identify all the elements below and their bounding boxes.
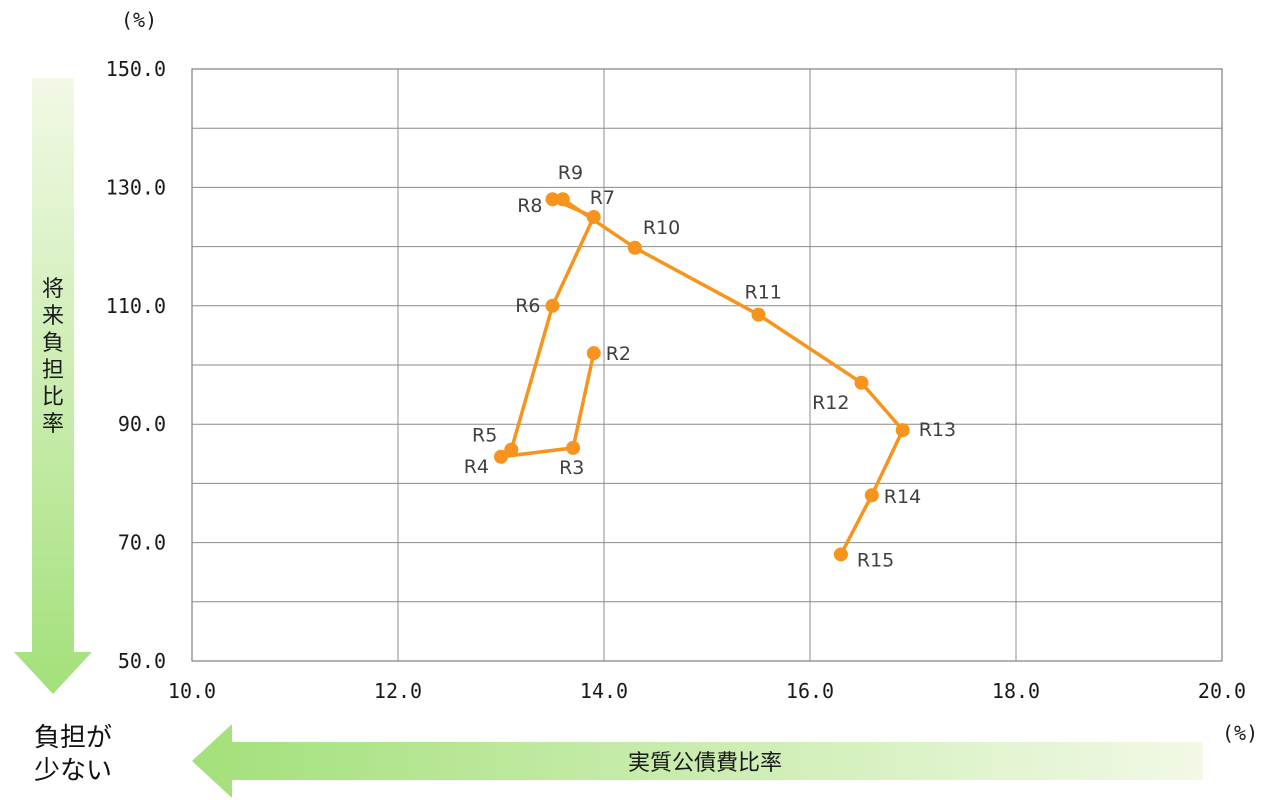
- point-label-r13: R13: [919, 419, 956, 441]
- data-point-r13: [895, 423, 910, 438]
- data-points: [494, 192, 910, 562]
- point-label-r6: R6: [515, 295, 540, 317]
- series-line: [499, 197, 905, 556]
- point-label-r3: R3: [559, 457, 584, 479]
- x-tick-labels: 10.0 12.0 14.0 16.0 18.0 20.0: [168, 679, 1246, 703]
- point-label-r8: R8: [517, 195, 542, 217]
- point-label-r7: R7: [590, 187, 615, 209]
- less-burden-text: 負担が少ない: [34, 723, 112, 786]
- down-arrow-shape: [14, 78, 92, 694]
- grid: [191, 68, 1223, 662]
- data-point-r10: [627, 240, 642, 255]
- x-axis-arrow: 実質公債費比率: [192, 724, 1203, 798]
- data-point-r15: [833, 547, 848, 562]
- x-axis-title: 実質公債費比率: [628, 751, 782, 776]
- point-label-r5: R5: [472, 425, 497, 447]
- data-point-r11: [751, 307, 766, 322]
- series-polyline: [499, 197, 905, 556]
- point-label-r2: R2: [606, 343, 631, 365]
- point-label-r4: R4: [464, 456, 489, 478]
- x-tick-label: 12.0: [374, 679, 422, 703]
- data-point-r12: [854, 375, 869, 390]
- data-point-r2: [586, 346, 601, 361]
- data-point-r4: [494, 449, 508, 464]
- x-unit: (%): [1222, 721, 1258, 745]
- point-label-r11: R11: [745, 282, 782, 304]
- data-point-r14: [864, 488, 879, 503]
- data-point-r9: [555, 192, 570, 207]
- x-tick-label: 10.0: [168, 679, 216, 703]
- data-point-r8: [545, 192, 560, 207]
- data-point-r7: [586, 210, 601, 224]
- x-tick-label: 20.0: [1198, 679, 1246, 703]
- left-arrow-shape: [192, 724, 1203, 798]
- point-labels: R2 R3 R4 R5 R6 R7 R8 R9 R10 R11 R12 R13 R14 R15: [464, 162, 956, 571]
- point-label-r15: R15: [857, 549, 894, 571]
- x-tick-label: 14.0: [580, 679, 628, 703]
- y-tick-label: 130.0: [106, 175, 166, 199]
- less-burden-note: 負担が少ない: [34, 723, 112, 786]
- x-tick-label: 18.0: [992, 679, 1040, 703]
- point-label-r9: R9: [558, 162, 583, 184]
- point-label-r14: R14: [884, 486, 921, 508]
- y-tick-label: 90.0: [118, 412, 166, 436]
- x-tick-label: 16.0: [786, 679, 834, 703]
- y-tick-label: 50.0: [118, 649, 166, 673]
- y-tick-label: 70.0: [118, 531, 166, 555]
- point-label-r10: R10: [643, 217, 680, 239]
- y-tick-labels: 50.0 70.0 90.0 110.0 130.0 150.0: [106, 57, 166, 673]
- data-point-r5: [504, 442, 519, 457]
- y-tick-label: 110.0: [106, 294, 166, 318]
- data-point-r3: [566, 440, 581, 455]
- data-point-r6: [545, 298, 560, 313]
- point-label-r12: R12: [812, 392, 849, 414]
- y-tick-label: 150.0: [106, 57, 166, 81]
- y-axis-arrow: 将来負担比率: [14, 78, 92, 694]
- y-unit: (%): [121, 8, 157, 32]
- y-axis-title: 将来負担比率: [42, 277, 64, 437]
